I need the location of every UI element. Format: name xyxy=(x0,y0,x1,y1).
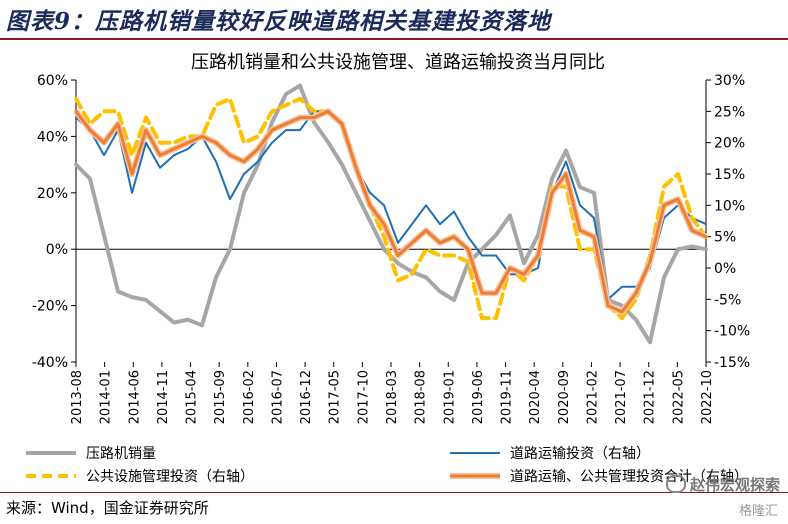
legend-label: 压路机销量 xyxy=(86,446,156,462)
watermark-text: 赵伟宏观探索 xyxy=(689,476,780,494)
chart-legend: 压路机销量 道路运输投资（右轴） 公共设施管理投资（右轴） 道路运输、公共管理投资合计… xyxy=(26,446,748,485)
x-tick-label: 2020-04 xyxy=(528,370,543,424)
y-right-tick-label: 25% xyxy=(714,104,745,120)
y-left-tick-label: -20% xyxy=(32,299,68,315)
x-tick-label: 2019-06 xyxy=(471,370,486,424)
x-tick-label: 2014-01 xyxy=(99,370,114,424)
x-tick-label: 2018-08 xyxy=(414,370,429,424)
series-line xyxy=(74,109,708,314)
x-tick-label: 2021-02 xyxy=(585,370,600,424)
y-right-tick-label: 15% xyxy=(714,167,745,183)
x-tick-label: 2016-07 xyxy=(270,370,285,424)
x-tick-label: 2020-09 xyxy=(557,370,572,424)
x-tick-label: 2022-05 xyxy=(671,370,686,424)
chart-series-group xyxy=(73,83,708,345)
x-tick-label: 2017-10 xyxy=(356,370,371,424)
y-right-tick-label: 20% xyxy=(714,136,745,152)
x-tick-label: 2017-05 xyxy=(328,370,343,424)
chart-title: 压路机销量和公共设施管理、道路运输投资当月同比 xyxy=(191,52,605,73)
y-left-tick-label: -40% xyxy=(32,355,68,371)
x-tick-label: 2018-03 xyxy=(385,370,400,424)
x-tick-label: 2015-04 xyxy=(185,370,200,424)
x-tick-label: 2021-12 xyxy=(643,370,658,424)
legend-label: 道路运输、公共管理投资合计（右轴） xyxy=(510,469,748,485)
y-right-tick-label: 10% xyxy=(714,198,745,214)
line-chart: 压路机销量和公共设施管理、道路运输投资当月同比 -40% -20% 0% 20% 40%… xyxy=(26,52,750,485)
x-tick-label: 2016-02 xyxy=(242,370,257,424)
series-line xyxy=(75,110,707,301)
chart-axes: -40% -20% 0% 20% 40% 60% -15% -10% -5% 0% 5% 10% 15%… xyxy=(32,73,750,424)
source-note: 来源：Wind，国金证券研究所 xyxy=(6,499,209,517)
x-tick-label: 2019-11 xyxy=(500,370,515,424)
y-right-tick-label: 30% xyxy=(714,73,745,89)
y-right-tick-label: 5% xyxy=(714,230,736,246)
wechat-icon xyxy=(665,475,686,493)
watermark: 赵伟宏观探索 xyxy=(665,474,780,495)
figure-title: 图表9：压路机销量较好反映道路相关基建投资落地 xyxy=(6,8,552,35)
x-tick-label: 2014-11 xyxy=(156,370,171,424)
y-right-tick-label: -10% xyxy=(714,324,750,340)
y-left-tick-label: 60% xyxy=(37,73,68,89)
watermark-secondary: 格隆汇 xyxy=(738,504,778,519)
legend-label: 道路运输投资（右轴） xyxy=(510,446,650,462)
series-line xyxy=(74,96,708,321)
x-tick-label: 2016-12 xyxy=(299,370,314,424)
y-right-tick-label: -5% xyxy=(714,292,741,308)
x-tick-label: 2014-06 xyxy=(127,370,142,424)
series-line xyxy=(74,83,708,345)
y-left-tick-label: 0% xyxy=(46,242,68,258)
y-left-tick-label: 20% xyxy=(37,186,68,202)
y-right-tick-label: -15% xyxy=(714,355,750,371)
x-tick-label: 2013-08 xyxy=(70,370,85,424)
title-divider xyxy=(0,38,788,40)
x-tick-label: 2022-10 xyxy=(700,370,715,424)
y-right-tick-label: 0% xyxy=(714,261,736,277)
bottom-divider xyxy=(0,492,788,493)
y-left-tick-label: 40% xyxy=(37,129,68,145)
legend-label: 公共设施管理投资（右轴） xyxy=(86,469,254,485)
x-tick-label: 2015-09 xyxy=(213,370,228,424)
x-tick-label: 2019-01 xyxy=(442,370,457,424)
x-tick-label: 2021-07 xyxy=(614,370,629,424)
